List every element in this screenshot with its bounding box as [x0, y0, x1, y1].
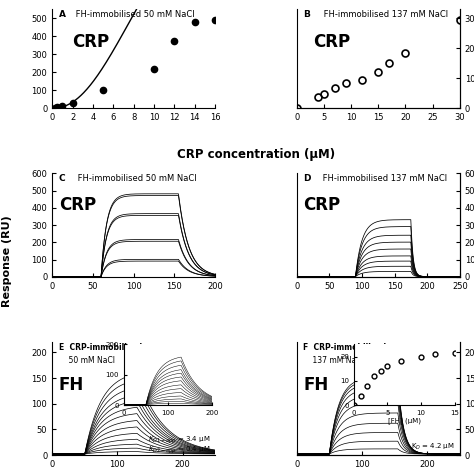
Text: A: A — [59, 10, 66, 19]
Text: CRP: CRP — [59, 196, 96, 214]
Text: CRP: CRP — [72, 33, 109, 51]
Text: FH: FH — [303, 375, 328, 393]
Text: FH-immobilised 137 mM NaCl: FH-immobilised 137 mM NaCl — [319, 174, 447, 183]
Text: 137 mM NaCl: 137 mM NaCl — [303, 356, 364, 365]
Text: E  CRP-immobilised: E CRP-immobilised — [59, 343, 142, 352]
Text: C: C — [59, 174, 65, 183]
Text: FH: FH — [59, 375, 84, 393]
Text: FH-immobilised 50 mM NaCl: FH-immobilised 50 mM NaCl — [73, 10, 195, 19]
Text: 50 mM NaCl: 50 mM NaCl — [59, 356, 115, 365]
Text: K$_D$ = 4.2 μM: K$_D$ = 4.2 μM — [411, 441, 455, 452]
Text: CRP: CRP — [313, 33, 350, 51]
Text: $K_{D2-app}$ = 0.4 μM: $K_{D2-app}$ = 0.4 μM — [148, 445, 210, 456]
Text: CRP: CRP — [303, 196, 340, 214]
Text: D: D — [303, 174, 311, 183]
Text: $K_{D1-app}$ = 3.4 μM: $K_{D1-app}$ = 3.4 μM — [148, 435, 210, 446]
Text: FH-immobilised 50 mM NaCl: FH-immobilised 50 mM NaCl — [75, 174, 197, 183]
Text: F  CRP-immobilised: F CRP-immobilised — [303, 343, 386, 352]
Text: FH-immobilised 137 mM NaCl: FH-immobilised 137 mM NaCl — [321, 10, 448, 19]
Text: Response (RU): Response (RU) — [2, 215, 12, 307]
Text: B: B — [303, 10, 310, 19]
Text: CRP concentration (μM): CRP concentration (μM) — [177, 147, 335, 161]
